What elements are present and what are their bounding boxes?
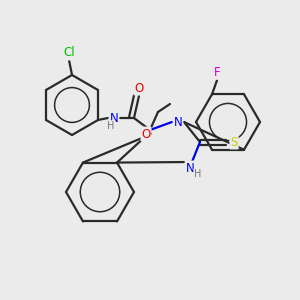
Text: N: N [186,161,194,175]
Text: Cl: Cl [63,46,75,59]
Text: N: N [110,112,118,124]
Text: H: H [194,169,202,179]
Text: H: H [107,121,115,131]
Text: O: O [134,82,144,94]
Text: F: F [214,66,220,79]
Text: N: N [174,116,182,128]
Text: O: O [141,128,151,140]
Text: S: S [230,136,238,148]
